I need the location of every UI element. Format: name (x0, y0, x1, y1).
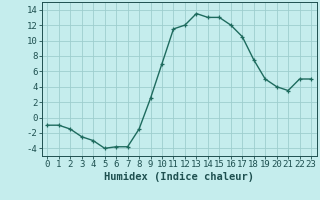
X-axis label: Humidex (Indice chaleur): Humidex (Indice chaleur) (104, 172, 254, 182)
